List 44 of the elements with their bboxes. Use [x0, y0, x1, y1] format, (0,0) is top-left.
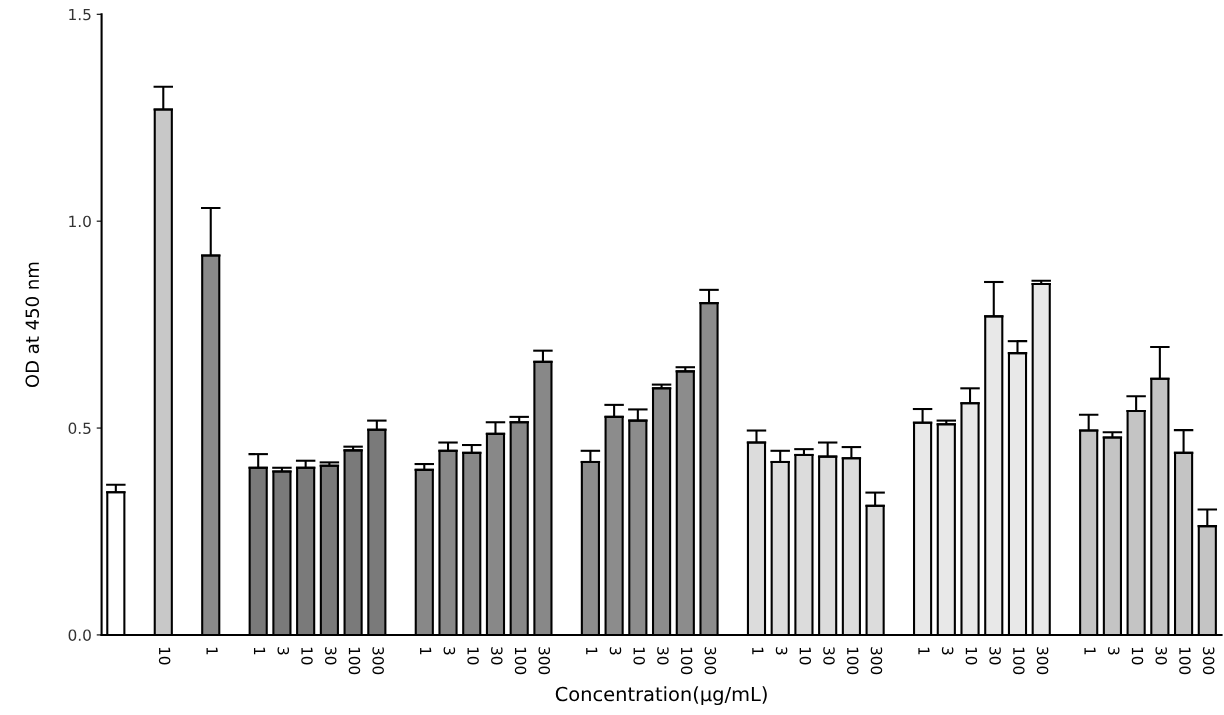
- y-axis-title: OD at 450 nm: [25, 262, 40, 388]
- x-tick-label: 10: [301, 647, 313, 665]
- x-tick-label: 10: [467, 647, 479, 665]
- x-tick-label: 300: [1202, 647, 1215, 675]
- x-tick-label: 3: [775, 647, 788, 655]
- x-tick-label: 3: [609, 647, 622, 655]
- x-tick-label: 30: [989, 647, 1001, 665]
- x-tick-label: 100: [680, 647, 693, 675]
- x-tick-label: 10: [158, 647, 171, 665]
- x-tick-label: 1: [1084, 647, 1096, 655]
- x-tick-label: 10: [1131, 647, 1144, 665]
- x-tick-label: 3: [941, 647, 954, 655]
- x-tick-label: 100: [348, 647, 361, 675]
- x-tick-label: 30: [491, 647, 503, 665]
- x-tick-label: 100: [1013, 647, 1025, 675]
- x-tick-label: 300: [1036, 647, 1049, 675]
- x-tick-label: 1: [752, 647, 764, 655]
- x-tick-label: 10: [633, 647, 645, 665]
- x-tick-label: 1: [586, 647, 598, 655]
- y-tick-label: 1.5: [69, 8, 91, 21]
- x-tick-label: 300: [704, 647, 717, 675]
- y-tick-label: 0.0: [68, 629, 91, 641]
- x-tick-label: 300: [372, 647, 384, 675]
- x-tick-label: 3: [443, 647, 456, 655]
- x-tick-label: 100: [514, 647, 527, 675]
- x-tick-label: 3: [1107, 647, 1120, 655]
- x-tick-label: 10: [965, 647, 978, 665]
- y-tick-label: 1.0: [69, 215, 91, 228]
- x-tick-label: 1: [918, 647, 930, 655]
- x-tick-label: 100: [846, 647, 859, 675]
- x-tick-label: 300: [538, 647, 551, 675]
- x-tick-label: 30: [823, 647, 835, 665]
- x-tick-label: 3: [277, 647, 290, 655]
- x-tick-label: 30: [1155, 647, 1167, 665]
- x-tick-label: 100: [1179, 647, 1191, 675]
- x-tick-label: 30: [324, 647, 337, 665]
- y-tick-label: 0.5: [68, 422, 91, 435]
- x-tick-label: 300: [870, 647, 883, 675]
- x-tick-label: 1: [420, 647, 432, 655]
- x-tick-label: 10: [799, 647, 812, 665]
- x-tick-label: 1: [206, 647, 218, 655]
- x-tick-label: 1: [253, 647, 266, 655]
- x-axis-title: Concentration(μg/mL): [555, 686, 767, 706]
- x-tick-label: 30: [657, 647, 669, 665]
